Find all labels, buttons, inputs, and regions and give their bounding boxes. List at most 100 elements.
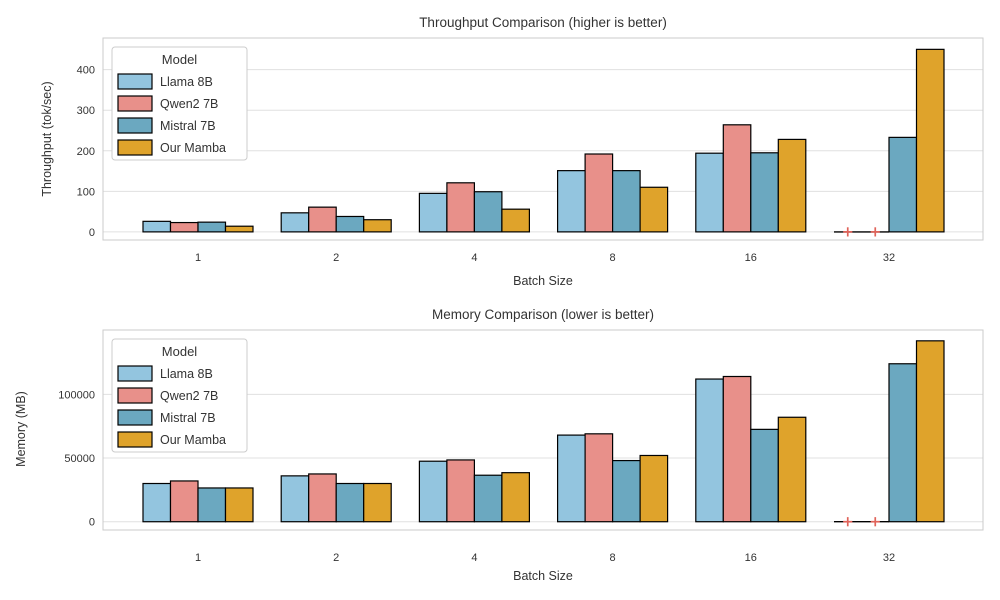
legend-swatch-qwen2-7b — [117, 387, 153, 404]
bar-llama-8b-batch-2 — [280, 475, 310, 523]
legend-title: Model — [162, 344, 198, 359]
bar-mistral-7b-batch-1 — [197, 221, 227, 233]
bar-our-mamba-batch-32 — [915, 340, 945, 523]
legend-title: Model — [162, 52, 198, 67]
plot-border — [102, 329, 984, 531]
throughput-y-axis-label: Throughput (tok/sec) — [40, 81, 54, 196]
bar-our-mamba-batch-2 — [363, 482, 392, 523]
memory-plot-area: 0 50000 100000 1 2 4 8 16 32 Model Llama 8B Qwen2 7… — [58, 329, 984, 564]
legend-label-qwen2-7b: Qwen2 7B — [160, 97, 218, 111]
memory-y-axis-label: Memory (MB) — [14, 391, 28, 467]
bar-mistral-7b-batch-16 — [750, 428, 779, 523]
legend-swatch-mistral-7b — [117, 117, 153, 134]
throughput-title: Throughput Comparison (higher is better) — [419, 15, 667, 30]
legend-label-mistral-7b: Mistral 7B — [160, 119, 216, 133]
x-tick-label-8: 8 — [610, 252, 616, 264]
throughput-chart: 0 100 200 300 400 1 2 4 8 16 32 Model Llama 8B Qwen2 … — [40, 15, 984, 288]
y-tick-label-100: 100 — [77, 186, 95, 198]
bar-qwen2-7b-batch-1 — [169, 480, 199, 523]
bar-llama-8b-batch-4 — [418, 460, 448, 523]
failed-marker-qwen2-7b-batch-32 — [870, 227, 880, 237]
bar-our-mamba-batch-16 — [777, 138, 807, 233]
plot-border — [102, 37, 984, 241]
throughput-x-axis-label: Batch Size — [513, 274, 573, 288]
x-tick-label-8: 8 — [610, 552, 616, 564]
x-tick-label-4: 4 — [471, 252, 477, 264]
x-tick-label-4: 4 — [471, 552, 477, 564]
bar-qwen2-7b-batch-8 — [584, 153, 614, 233]
bar-our-mamba-batch-2 — [363, 219, 392, 233]
legend: Model Llama 8B Qwen2 7B Mistral 7B Our Mamba — [111, 338, 248, 453]
legend-swatch-mistral-7b — [117, 409, 153, 426]
bar-llama-8b-batch-2 — [280, 212, 310, 233]
bar-mistral-7b-batch-1 — [197, 487, 227, 523]
bar-our-mamba-batch-4 — [501, 208, 530, 233]
memory-chart: 0 50000 100000 1 2 4 8 16 32 Model Llama 8B Qwen2 7… — [14, 307, 984, 583]
y-tick-label-100000: 100000 — [58, 389, 95, 401]
bar-mistral-7b-batch-2 — [335, 215, 365, 233]
legend-swatch-our-mamba — [117, 431, 153, 448]
x-tick-label-1: 1 — [195, 552, 201, 564]
failed-marker-llama-8b-batch-32 — [843, 517, 853, 527]
bar-llama-8b-batch-16 — [695, 152, 724, 233]
failed-marker-qwen2-7b-batch-32 — [870, 517, 880, 527]
bar-our-mamba-batch-1 — [224, 487, 254, 523]
bar-mistral-7b-batch-32 — [888, 136, 918, 233]
bar-llama-8b-batch-8 — [556, 170, 586, 233]
bar-qwen2-7b-batch-8 — [584, 433, 614, 523]
bar-llama-8b-batch-1 — [142, 482, 172, 523]
bar-llama-8b-batch-1 — [142, 220, 172, 233]
bar-mistral-7b-batch-32 — [888, 363, 918, 523]
bar-our-mamba-batch-1 — [224, 225, 254, 233]
bar-our-mamba-batch-4 — [501, 472, 530, 523]
memory-x-axis-label: Batch Size — [513, 569, 573, 583]
bar-mistral-7b-batch-4 — [473, 191, 503, 233]
bar-qwen2-7b-batch-1 — [169, 221, 199, 233]
bar-qwen2-7b-batch-16 — [722, 124, 752, 233]
bar-llama-8b-batch-4 — [418, 192, 448, 233]
failed-marker-llama-8b-batch-32 — [843, 227, 853, 237]
legend-label-llama-8b: Llama 8B — [160, 367, 213, 381]
legend-swatch-our-mamba — [117, 139, 153, 156]
bar-mistral-7b-batch-8 — [611, 170, 641, 233]
y-tick-label-300: 300 — [77, 105, 95, 117]
legend-swatch-llama-8b — [117, 73, 153, 90]
y-tick-label-400: 400 — [77, 65, 95, 77]
x-tick-label-2: 2 — [333, 552, 339, 564]
legend-swatch-qwen2-7b — [117, 95, 153, 112]
legend-label-qwen2-7b: Qwen2 7B — [160, 389, 218, 403]
bar-qwen2-7b-batch-2 — [308, 473, 337, 523]
bar-mistral-7b-batch-4 — [473, 474, 503, 523]
y-tick-label-50000: 50000 — [64, 453, 95, 465]
bar-qwen2-7b-batch-4 — [446, 182, 475, 233]
x-tick-label-32: 32 — [883, 252, 895, 264]
bar-llama-8b-batch-8 — [556, 434, 586, 523]
legend-label-mistral-7b: Mistral 7B — [160, 411, 216, 425]
legend-label-llama-8b: Llama 8B — [160, 75, 213, 89]
legend-label-our-mamba: Our Mamba — [160, 141, 226, 155]
throughput-plot-area: 0 100 200 300 400 1 2 4 8 16 32 Model Llama 8B Qwen2 … — [77, 37, 984, 264]
x-tick-label-16: 16 — [745, 552, 757, 564]
bar-llama-8b-batch-16 — [695, 378, 724, 523]
bar-mistral-7b-batch-16 — [750, 152, 779, 233]
bar-mistral-7b-batch-2 — [335, 482, 365, 523]
memory-title: Memory Comparison (lower is better) — [432, 307, 654, 322]
legend: Model Llama 8B Qwen2 7B Mistral 7B Our Mamba — [111, 46, 248, 161]
bar-our-mamba-batch-8 — [639, 454, 669, 523]
x-tick-label-16: 16 — [745, 252, 757, 264]
bar-qwen2-7b-batch-2 — [308, 206, 337, 233]
y-tick-label-200: 200 — [77, 146, 95, 158]
bar-our-mamba-batch-16 — [777, 416, 807, 523]
legend-swatch-llama-8b — [117, 365, 153, 382]
bar-qwen2-7b-batch-4 — [446, 459, 475, 523]
bar-mistral-7b-batch-8 — [611, 459, 641, 523]
bar-qwen2-7b-batch-16 — [722, 375, 752, 523]
bar-our-mamba-batch-8 — [639, 186, 669, 233]
y-tick-label-0: 0 — [89, 227, 95, 239]
x-tick-label-2: 2 — [333, 252, 339, 264]
x-tick-label-32: 32 — [883, 552, 895, 564]
bar-our-mamba-batch-32 — [915, 48, 945, 233]
legend-label-our-mamba: Our Mamba — [160, 433, 226, 447]
